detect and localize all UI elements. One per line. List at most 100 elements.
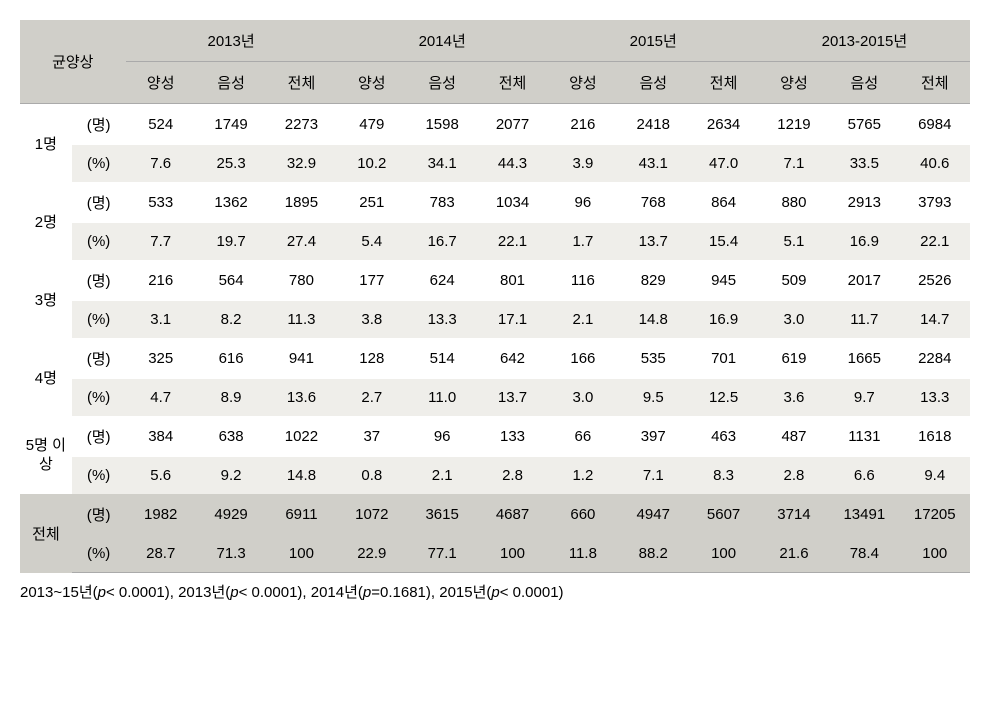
metric-pct-label: (%): [72, 223, 126, 260]
cell: 3.8: [337, 301, 407, 338]
sub-header: 음성: [829, 62, 899, 104]
cell: 0.8: [337, 457, 407, 494]
cell: 642: [477, 338, 547, 379]
cell: 509: [759, 260, 829, 301]
cell: 1665: [829, 338, 899, 379]
cell: 27.4: [266, 223, 336, 260]
cell: 16.9: [829, 223, 899, 260]
cell: 2017: [829, 260, 899, 301]
cell: 9.5: [618, 379, 688, 416]
cell: 2.1: [407, 457, 477, 494]
cell: 6911: [266, 494, 336, 535]
header-year-row: 균양상 2013년 2014년 2015년 2013-2015년: [20, 20, 970, 62]
cell: 17205: [900, 494, 971, 535]
cell: 251: [337, 182, 407, 223]
footnote: 2013~15년(p< 0.0001), 2013년(p< 0.0001), 2…: [20, 581, 970, 602]
cell: 166: [548, 338, 618, 379]
cell: 128: [337, 338, 407, 379]
row-group-label: 5명 이상: [20, 416, 72, 494]
cell: 325: [126, 338, 196, 379]
cell: 13.3: [407, 301, 477, 338]
row-group-label: 1명: [20, 104, 72, 183]
footnote-text: < 0.0001): [500, 584, 564, 601]
cell: 941: [266, 338, 336, 379]
cell: 4.7: [126, 379, 196, 416]
row-group-label: 3명: [20, 260, 72, 338]
sub-header: 전체: [266, 62, 336, 104]
cell: 1034: [477, 182, 547, 223]
cell: 524: [126, 104, 196, 146]
cell: 40.6: [900, 145, 971, 182]
cell: 535: [618, 338, 688, 379]
sub-header: 음성: [407, 62, 477, 104]
cell: 14.7: [900, 301, 971, 338]
footnote-text: 2013~15년(: [20, 584, 98, 601]
cell: 77.1: [407, 535, 477, 573]
cell: 13.6: [266, 379, 336, 416]
cell: 13491: [829, 494, 899, 535]
cell: 44.3: [477, 145, 547, 182]
cell: 7.1: [759, 145, 829, 182]
sub-header: 전체: [900, 62, 971, 104]
cell: 13.7: [477, 379, 547, 416]
metric-count-label: (명): [72, 182, 126, 223]
cell: 2418: [618, 104, 688, 146]
cell: 16.9: [688, 301, 758, 338]
cell: 66: [548, 416, 618, 457]
cell: 22.1: [900, 223, 971, 260]
cell: 11.0: [407, 379, 477, 416]
footnote-text: =0.1681), 2015년(: [371, 584, 491, 601]
cell: 2913: [829, 182, 899, 223]
sub-header: 전체: [688, 62, 758, 104]
cell: 17.1: [477, 301, 547, 338]
cell: 10.2: [337, 145, 407, 182]
cell: 2.8: [759, 457, 829, 494]
cell: 660: [548, 494, 618, 535]
footnote-pvalue: p: [230, 584, 238, 601]
cell: 33.5: [829, 145, 899, 182]
cell: 463: [688, 416, 758, 457]
table-row: 2명 (명) 533 1362 1895 251 783 1034 96 768…: [20, 182, 970, 223]
cell: 7.1: [618, 457, 688, 494]
table-row: (%) 3.1 8.2 11.3 3.8 13.3 17.1 2.1 14.8 …: [20, 301, 970, 338]
cell: 8.9: [196, 379, 266, 416]
cell: 1.2: [548, 457, 618, 494]
cell: 11.3: [266, 301, 336, 338]
cell: 2273: [266, 104, 336, 146]
rowlabel-header: 균양상: [20, 20, 126, 104]
cell: 514: [407, 338, 477, 379]
cell: 1131: [829, 416, 899, 457]
cell: 2634: [688, 104, 758, 146]
cell: 100: [688, 535, 758, 573]
cell: 533: [126, 182, 196, 223]
cell: 397: [618, 416, 688, 457]
cell: 701: [688, 338, 758, 379]
cell: 2.1: [548, 301, 618, 338]
cell: 384: [126, 416, 196, 457]
footnote-pvalue: p: [363, 584, 371, 601]
cell: 133: [477, 416, 547, 457]
cell: 616: [196, 338, 266, 379]
metric-count-label: (명): [72, 494, 126, 535]
cell: 78.4: [829, 535, 899, 573]
cell: 3793: [900, 182, 971, 223]
cell: 7.7: [126, 223, 196, 260]
cell: 880: [759, 182, 829, 223]
cell: 5.6: [126, 457, 196, 494]
cell: 3.9: [548, 145, 618, 182]
table-row: 4명 (명) 325 616 941 128 514 642 166 535 7…: [20, 338, 970, 379]
cell: 1362: [196, 182, 266, 223]
table-row: 1명 (명) 524 1749 2273 479 1598 2077 216 2…: [20, 104, 970, 146]
cell: 8.3: [688, 457, 758, 494]
cell: 8.2: [196, 301, 266, 338]
cell: 2.7: [337, 379, 407, 416]
table-row: (%) 5.6 9.2 14.8 0.8 2.1 2.8 1.2 7.1 8.3…: [20, 457, 970, 494]
cell: 4687: [477, 494, 547, 535]
cell: 96: [548, 182, 618, 223]
cell: 9.4: [900, 457, 971, 494]
cell: 864: [688, 182, 758, 223]
cell: 43.1: [618, 145, 688, 182]
cell: 37: [337, 416, 407, 457]
cell: 1022: [266, 416, 336, 457]
cell: 1.7: [548, 223, 618, 260]
